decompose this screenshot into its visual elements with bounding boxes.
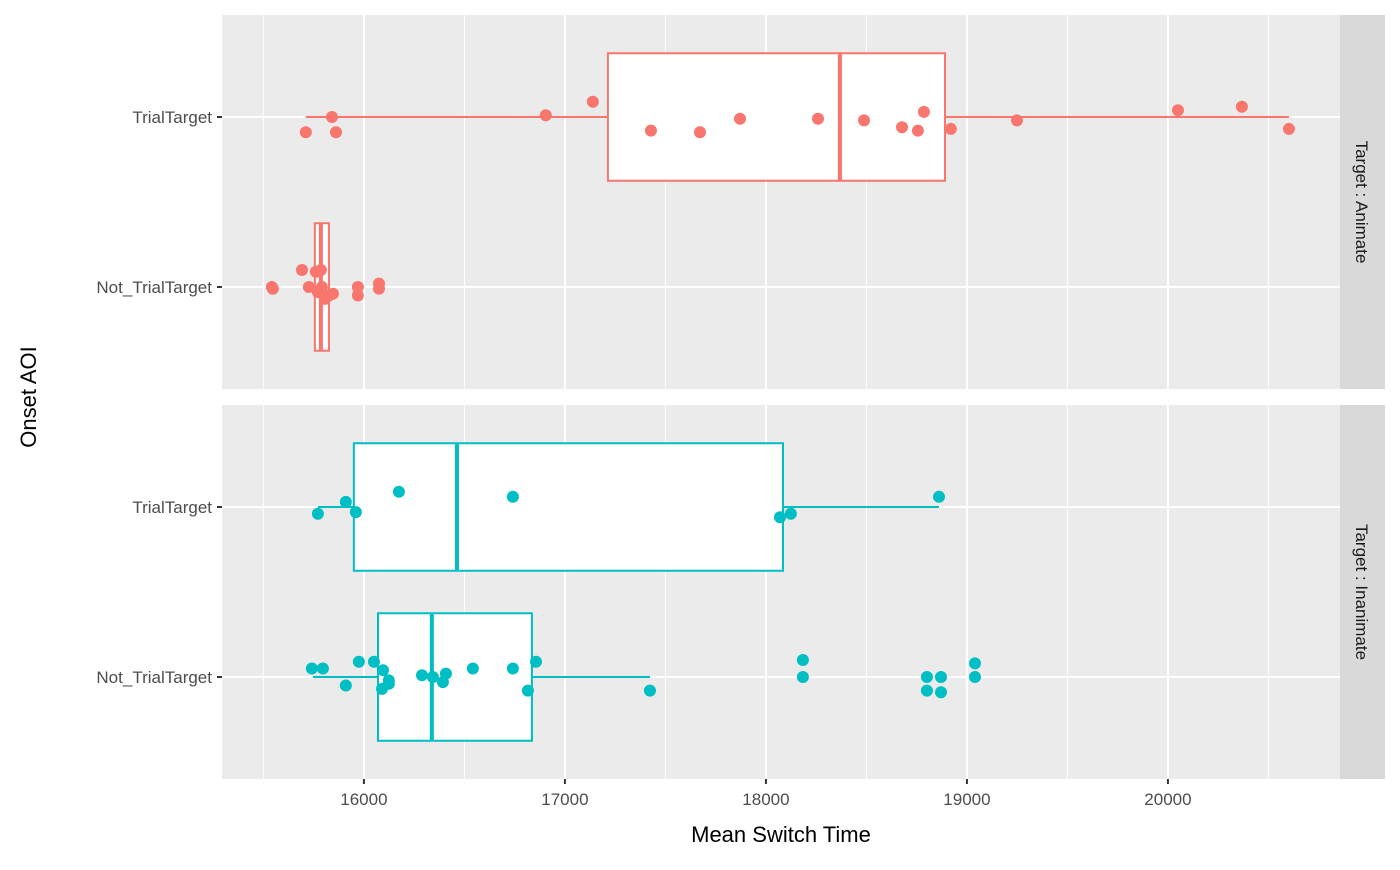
y-axis-title: Onset AOI — [16, 346, 41, 448]
data-point — [1235, 100, 1248, 113]
data-point — [1282, 122, 1295, 135]
y-tick-label: Not_TrialTarget — [96, 668, 212, 687]
y-tick-label: Not_TrialTarget — [96, 278, 212, 297]
data-point — [539, 109, 552, 122]
data-point — [796, 654, 809, 666]
facet-strip-label: Target : Animate — [1352, 141, 1371, 264]
data-point — [377, 664, 390, 677]
data-point — [920, 684, 933, 697]
data-point — [920, 671, 933, 683]
data-point — [305, 662, 318, 675]
data-point — [316, 662, 329, 675]
facet-strip — [1340, 15, 1385, 389]
data-point — [339, 495, 352, 508]
data-point — [426, 671, 439, 683]
facet-strip-label: Target : Inanimate — [1352, 524, 1371, 660]
data-point — [352, 655, 365, 668]
data-point — [349, 506, 362, 519]
data-point — [935, 671, 948, 683]
data-point — [796, 671, 809, 683]
data-point — [944, 122, 957, 135]
data-point — [917, 105, 930, 118]
data-point — [339, 679, 352, 692]
y-tick-label: TrialTarget — [132, 498, 212, 517]
data-point — [529, 655, 542, 668]
data-point — [1010, 114, 1023, 127]
data-point — [968, 657, 981, 670]
data-point — [392, 485, 405, 498]
box — [376, 612, 533, 742]
box — [606, 52, 947, 182]
data-point — [506, 490, 519, 503]
data-point — [439, 667, 452, 680]
data-point — [506, 662, 519, 675]
data-point — [932, 490, 945, 503]
data-point — [302, 281, 315, 293]
data-point — [1171, 104, 1184, 117]
data-point — [367, 655, 380, 668]
data-point — [299, 126, 312, 139]
data-point — [643, 684, 656, 697]
data-point — [968, 671, 981, 683]
data-point — [315, 281, 328, 293]
data-point — [896, 121, 909, 134]
data-point — [266, 282, 279, 295]
x-axis-title: Mean Switch Time — [691, 822, 871, 847]
facet-strip — [1340, 405, 1385, 779]
x-tick-label: 19000 — [943, 790, 990, 809]
data-point — [784, 507, 797, 520]
data-point — [325, 111, 338, 123]
data-point — [935, 686, 948, 699]
data-point — [733, 112, 746, 125]
x-tick-label: 16000 — [340, 790, 387, 809]
data-point — [326, 287, 339, 300]
data-point — [811, 112, 824, 125]
data-point — [693, 126, 706, 139]
data-point — [466, 662, 479, 675]
x-tick-label: 17000 — [541, 790, 588, 809]
x-tick-label: 18000 — [742, 790, 789, 809]
data-point — [858, 114, 871, 127]
data-point — [351, 281, 364, 293]
data-point — [296, 264, 309, 276]
box — [352, 442, 785, 572]
data-point — [314, 264, 327, 276]
x-tick-label: 20000 — [1144, 790, 1191, 809]
data-point — [382, 677, 395, 690]
y-tick-label: TrialTarget — [132, 108, 212, 127]
data-point — [351, 289, 364, 302]
data-point — [773, 511, 786, 524]
data-point — [644, 124, 657, 137]
data-point — [911, 124, 924, 137]
data-point — [521, 684, 534, 697]
data-point — [329, 126, 342, 139]
data-point — [586, 95, 599, 108]
data-point — [311, 507, 324, 520]
data-point — [416, 669, 429, 682]
data-point — [372, 282, 385, 295]
